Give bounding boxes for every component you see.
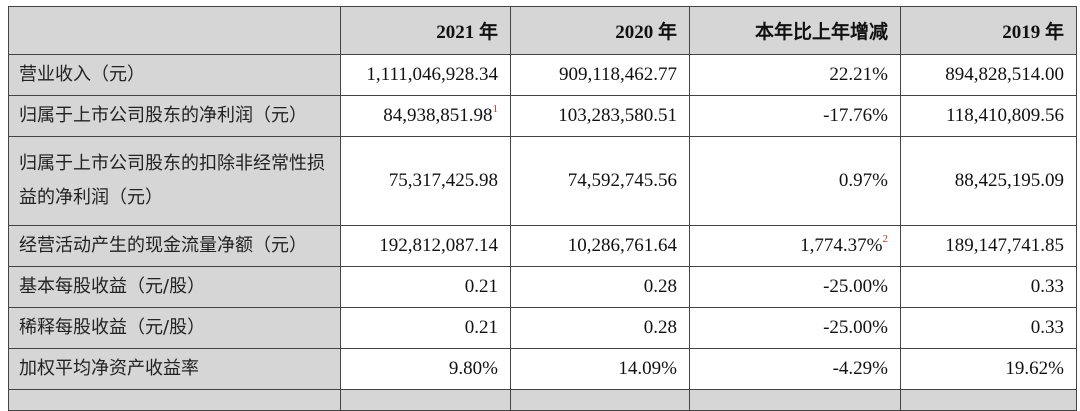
row-label: 加权平均净资产收益率	[8, 348, 341, 390]
cell-empty	[900, 389, 1077, 411]
cell-change: -4.29%	[689, 348, 901, 390]
cell-2020: 74,592,745.56	[510, 136, 690, 226]
cell-empty	[510, 389, 690, 411]
table-row: 归属于上市公司股东的扣除非经常性损益的净利润（元） 75,317,425.98 74…	[8, 136, 1077, 226]
row-label-value: 经营活动产生的现金流量净额（元）	[19, 235, 307, 256]
cell-empty	[689, 389, 901, 411]
footnote-marker: 2	[882, 233, 889, 245]
row-label: 归属于上市公司股东的净利润（元）	[8, 95, 341, 137]
table-row-partial	[8, 389, 1077, 411]
cell-2021-value: 9.80%	[448, 358, 498, 379]
cell-2019-value: 0.33	[1030, 317, 1064, 338]
cell-2019: 88,425,195.09	[900, 136, 1077, 226]
row-label: 经营活动产生的现金流量净额（元）	[8, 225, 341, 267]
row-label: 营业收入（元）	[8, 54, 341, 96]
cell-2019-value: 88,425,195.09	[954, 170, 1064, 191]
cell-2020: 0.28	[510, 307, 690, 349]
row-label-value: 加权平均净资产收益率	[19, 358, 199, 379]
row-label-value: 基本每股收益（元/股）	[19, 276, 206, 297]
cell-2019: 118,410,809.56	[900, 95, 1077, 137]
cell-2019: 19.62%	[900, 348, 1077, 390]
cell-2021: 0.21	[340, 266, 511, 308]
cell-empty	[340, 389, 511, 411]
cell-2020: 10,286,761.64	[510, 225, 690, 267]
cell-change-value: 1,774.37%	[800, 235, 883, 256]
cell-2021-value: 75,317,425.98	[388, 170, 498, 191]
cell-2021-value: 0.21	[464, 276, 498, 297]
cell-2020: 0.28	[510, 266, 690, 308]
cell-2019: 189,147,741.85	[900, 225, 1077, 267]
cell-2020-value: 103,283,580.51	[558, 105, 677, 126]
cell-2019-value: 0.33	[1030, 276, 1064, 297]
header-2020: 2020 年	[510, 6, 690, 55]
header-label	[8, 6, 341, 55]
cell-2021: 192,812,087.14	[340, 225, 511, 267]
cell-2020-value: 10,286,761.64	[567, 235, 677, 256]
cell-2019-value: 894,828,514.00	[945, 64, 1064, 85]
table-row: 归属于上市公司股东的净利润（元） 84,938,851.981 103,283,58…	[8, 95, 1077, 137]
cell-2020-value: 14.09%	[618, 358, 677, 379]
cell-2020-value: 0.28	[643, 317, 677, 338]
cell-2019: 0.33	[900, 266, 1077, 308]
cell-2019-value: 189,147,741.85	[945, 235, 1064, 256]
cell-2021: 0.21	[340, 307, 511, 349]
cell-2020: 103,283,580.51	[510, 95, 690, 137]
table-row: 基本每股收益（元/股） 0.21 0.28 -25.00% 0.33	[8, 266, 1077, 308]
cell-2020: 14.09%	[510, 348, 690, 390]
cell-2020-value: 909,118,462.77	[558, 64, 677, 85]
cell-2021: 75,317,425.98	[340, 136, 511, 226]
cell-empty	[8, 389, 341, 411]
cell-change-value: -4.29%	[832, 358, 888, 379]
financial-summary-table: 2021 年 2020 年 本年比上年增减 2019 年 营业收入（元） 1,11…	[8, 6, 1077, 411]
cell-2021: 9.80%	[340, 348, 511, 390]
cell-change: -25.00%	[689, 266, 901, 308]
cell-change: 0.97%	[689, 136, 901, 226]
cell-2021: 1,111,046,928.34	[340, 54, 511, 96]
row-label-value: 归属于上市公司股东的净利润（元）	[19, 105, 307, 126]
cell-2021-value: 84,938,851.98	[383, 105, 493, 126]
cell-2020-value: 0.28	[643, 276, 677, 297]
row-label: 归属于上市公司股东的扣除非经常性损益的净利润（元）	[8, 136, 341, 226]
cell-change-value: 0.97%	[838, 170, 888, 191]
table-row: 营业收入（元） 1,111,046,928.34 909,118,462.77 22.…	[8, 54, 1077, 96]
table-row: 加权平均净资产收益率 9.80% 14.09% -4.29% 19.62%	[8, 348, 1077, 390]
cell-2020: 909,118,462.77	[510, 54, 690, 96]
cell-change: 22.21%	[689, 54, 901, 96]
header-2021: 2021 年	[340, 6, 511, 55]
cell-2020-value: 74,592,745.56	[567, 170, 677, 191]
cell-2019: 0.33	[900, 307, 1077, 349]
cell-2019: 894,828,514.00	[900, 54, 1077, 96]
header-2019: 2019 年	[900, 6, 1077, 55]
row-label: 基本每股收益（元/股）	[8, 266, 341, 308]
table-row: 稀释每股收益（元/股） 0.21 0.28 -25.00% 0.33	[8, 307, 1077, 349]
row-label-value: 稀释每股收益（元/股）	[19, 317, 206, 338]
row-label: 稀释每股收益（元/股）	[8, 307, 341, 349]
cell-change: -17.76%	[689, 95, 901, 137]
cell-2021: 84,938,851.981	[340, 95, 511, 137]
row-label-value: 归属于上市公司股东的扣除非经常性损益的净利润（元）	[19, 153, 325, 208]
header-change: 本年比上年增减	[689, 6, 901, 55]
table-row: 经营活动产生的现金流量净额（元） 192,812,087.14 10,286,761…	[8, 225, 1077, 267]
cell-2021-value: 0.21	[464, 317, 498, 338]
header-row: 2021 年 2020 年 本年比上年增减 2019 年	[8, 6, 1077, 55]
footnote-marker: 1	[492, 103, 499, 115]
cell-change-value: 22.21%	[829, 64, 888, 85]
cell-change: 1,774.37%2	[689, 225, 901, 267]
cell-change: -25.00%	[689, 307, 901, 349]
row-label-value: 营业收入（元）	[19, 64, 145, 85]
cell-2021-value: 1,111,046,928.34	[366, 64, 498, 85]
cell-change-value: -25.00%	[823, 317, 888, 338]
cell-2019-value: 118,410,809.56	[945, 105, 1064, 126]
cell-2019-value: 19.62%	[1005, 358, 1064, 379]
cell-change-value: -25.00%	[823, 276, 888, 297]
cell-change-value: -17.76%	[823, 105, 888, 126]
cell-2021-value: 192,812,087.14	[379, 235, 498, 256]
